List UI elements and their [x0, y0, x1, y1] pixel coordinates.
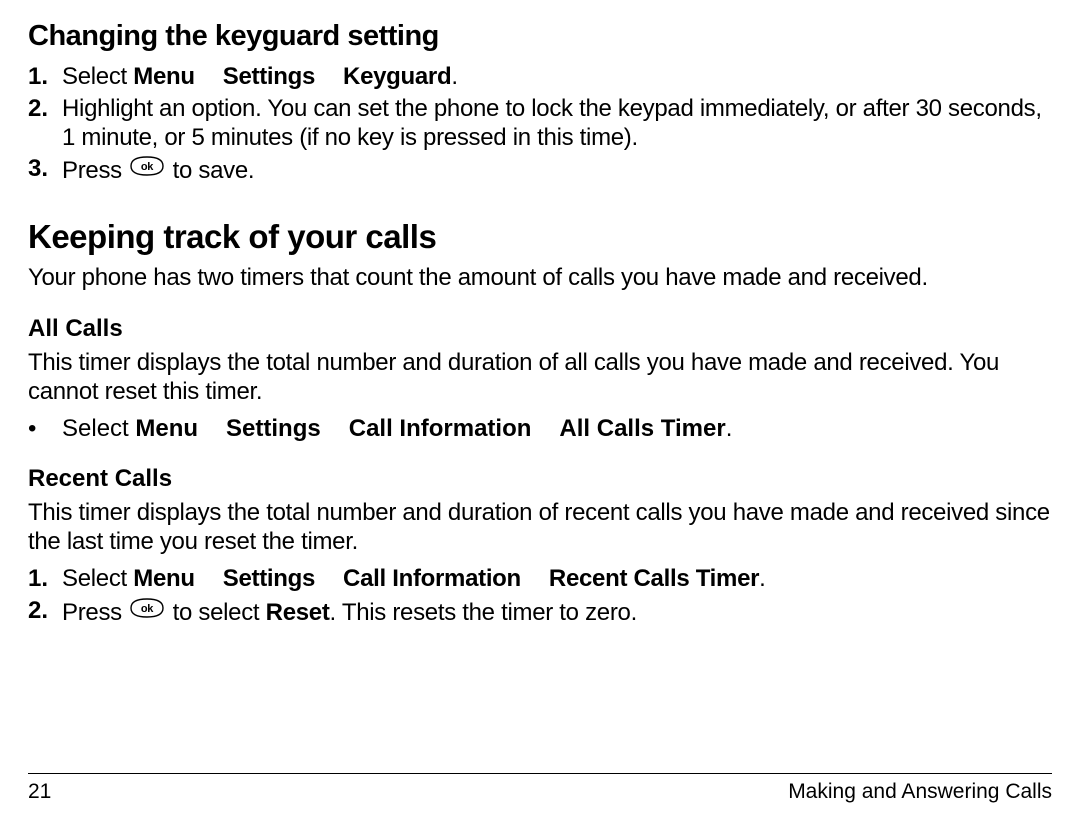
- page-number: 21: [28, 780, 51, 804]
- step-prefix: Select: [62, 63, 133, 90]
- ok-key-icon: ok: [130, 155, 164, 184]
- steps-recent-calls: 1. Select Menu Settings Call Information Re…: [28, 565, 1052, 630]
- step-1: 1. Select Menu Settings Call Information Re…: [28, 565, 1052, 594]
- step-prefix: Press: [62, 157, 128, 184]
- menu-path: Menu Settings Call Information All Calls Ti…: [135, 415, 725, 442]
- heading-keeping-track: Keeping track of your calls: [28, 218, 1052, 256]
- footer-title: Making and Answering Calls: [788, 780, 1052, 804]
- menu-item: Settings: [223, 565, 315, 592]
- ok-key-icon: ok: [130, 597, 164, 626]
- subheading-all-calls: All Calls: [28, 315, 1052, 343]
- step-prefix: Press: [62, 599, 128, 626]
- step-prefix: Select: [62, 565, 133, 592]
- menu-item: Recent Calls Timer: [549, 565, 759, 592]
- page-footer: 21 Making and Answering Calls: [28, 773, 1052, 804]
- step-1: 1. Select Menu Settings Keyguard.: [28, 63, 1052, 92]
- step-body: Highlight an option. You can set the pho…: [62, 95, 1052, 153]
- subheading-recent-calls: Recent Calls: [28, 465, 1052, 493]
- menu-path: Menu Settings Call Information Recent Calls…: [133, 565, 759, 592]
- menu-item: Keyguard: [343, 63, 451, 90]
- step-number: 2.: [28, 95, 62, 123]
- menu-item: Call Information: [343, 565, 521, 592]
- step-number: 2.: [28, 597, 62, 625]
- menu-item: All Calls Timer: [559, 415, 725, 442]
- bullet-body: Select Menu Settings Call Information All C…: [62, 415, 1052, 444]
- menu-path: Menu Settings Keyguard: [133, 63, 451, 90]
- bullet-suffix: .: [726, 415, 733, 442]
- step-number: 1.: [28, 565, 62, 593]
- step-2: 2. Press ok to select Reset. This resets…: [28, 597, 1052, 630]
- step-suffix: .: [759, 565, 765, 592]
- menu-item: Menu: [133, 565, 194, 592]
- menu-item: Settings: [226, 415, 321, 442]
- step-2: 2. Highlight an option. You can set the …: [28, 95, 1052, 153]
- step-suffix: .: [451, 63, 457, 90]
- all-calls-paragraph: This timer displays the total number and…: [28, 349, 1052, 407]
- step-body: Press ok to save.: [62, 155, 1052, 188]
- svg-text:ok: ok: [141, 603, 154, 615]
- menu-item: Menu: [133, 63, 194, 90]
- bullet-dot: •: [28, 415, 62, 444]
- step-number: 1.: [28, 63, 62, 91]
- bullet-item: • Select Menu Settings Call Information All…: [28, 415, 1052, 444]
- step-mid: to select: [173, 599, 266, 626]
- svg-text:ok: ok: [141, 161, 154, 173]
- bullet-prefix: Select: [62, 415, 135, 442]
- all-calls-bullets: • Select Menu Settings Call Information All…: [28, 415, 1052, 444]
- step-suffix: . This resets the timer to zero.: [330, 599, 637, 626]
- menu-item: Settings: [223, 63, 315, 90]
- step-suffix: to save.: [173, 157, 255, 184]
- steps-keyguard: 1. Select Menu Settings Keyguard. 2. Highl…: [28, 63, 1052, 188]
- step-body: Select Menu Settings Keyguard.: [62, 63, 1052, 92]
- step-body: Press ok to select Reset. This resets th…: [62, 597, 1052, 630]
- menu-item: Menu: [135, 415, 198, 442]
- step-number: 3.: [28, 155, 62, 183]
- intro-paragraph: Your phone has two timers that count the…: [28, 264, 1052, 293]
- step-3: 3. Press ok to save.: [28, 155, 1052, 188]
- manual-page: Changing the keyguard setting 1. Select …: [0, 0, 1080, 834]
- step-bold: Reset: [266, 599, 330, 626]
- menu-item: Call Information: [349, 415, 532, 442]
- step-body: Select Menu Settings Call Information Recen…: [62, 565, 1052, 594]
- recent-calls-paragraph: This timer displays the total number and…: [28, 499, 1052, 557]
- heading-changing-keyguard: Changing the keyguard setting: [28, 20, 1052, 53]
